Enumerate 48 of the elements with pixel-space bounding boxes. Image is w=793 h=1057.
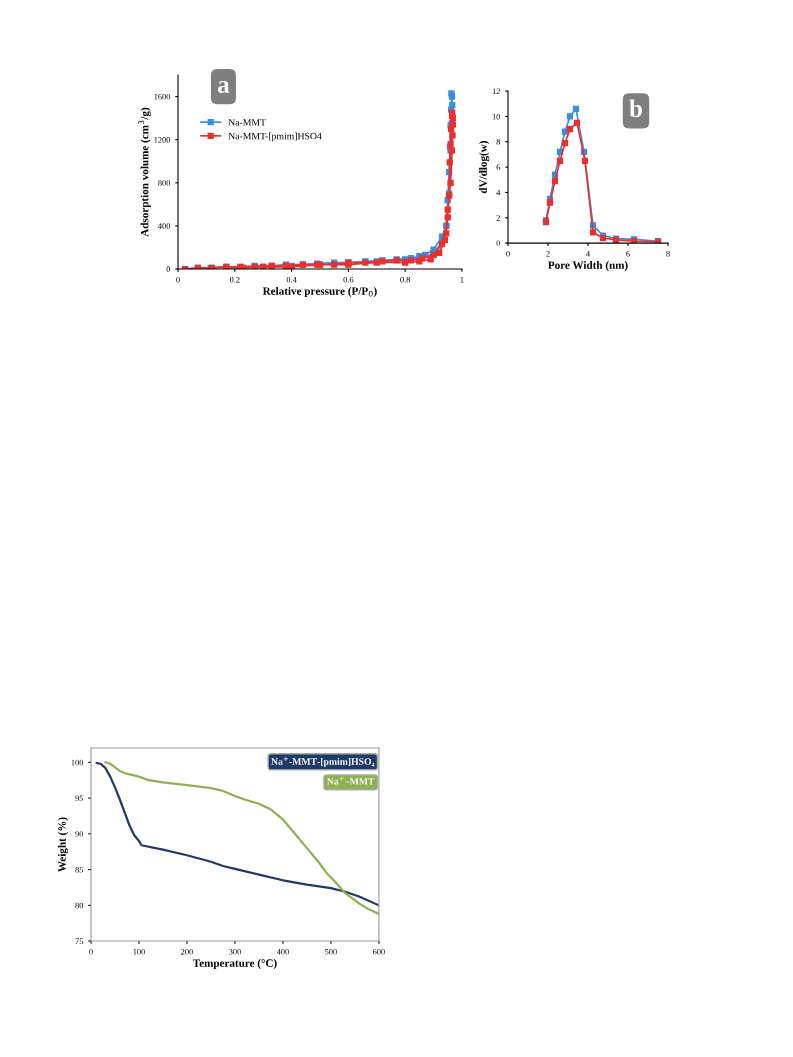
y-tick-label: 2 bbox=[496, 215, 500, 221]
legend-label: Na-MMT bbox=[228, 119, 266, 126]
y-tick-label: 1200 bbox=[154, 137, 171, 143]
annotation: a bbox=[218, 80, 230, 93]
x-tick-label: 500 bbox=[325, 948, 337, 955]
annotation: b bbox=[629, 99, 642, 118]
x-tick-label: 100 bbox=[133, 948, 145, 955]
x-tick-label: 4 bbox=[586, 251, 590, 257]
x-tick-label: 1 bbox=[460, 276, 464, 283]
y-tick-label: 6 bbox=[496, 164, 501, 171]
x-tick-label: 0.6 bbox=[343, 276, 354, 283]
y-axis-title: Adsorption volume (cm$^{3}$/g) bbox=[138, 107, 151, 237]
y-tick-label: 80 bbox=[75, 902, 84, 909]
x-tick-label: 300 bbox=[229, 948, 241, 955]
x-tick-label: 8 bbox=[666, 250, 670, 257]
x-axis-title: Relative pressure (P/P$_{0}$) bbox=[262, 286, 377, 298]
y-tick-label: 100 bbox=[71, 759, 84, 766]
x-tick-label: 400 bbox=[276, 948, 289, 955]
y-tick-label: 1600 bbox=[154, 93, 171, 100]
x-tick-label: 0.8 bbox=[400, 276, 411, 283]
x-tick-label: 0.2 bbox=[229, 276, 240, 283]
x-tick-label: 0 bbox=[89, 948, 93, 955]
y-tick-label: 90 bbox=[75, 831, 84, 837]
text: Na$^{+}$-MMT-[pmim]HSO₄ bbox=[271, 756, 375, 767]
y-tick-label: 800 bbox=[158, 180, 171, 186]
x-tick-label: 0 bbox=[176, 276, 180, 283]
y-axis-title: Weight (%) bbox=[57, 817, 69, 873]
x-tick-label: 0.4 bbox=[286, 276, 297, 283]
x-tick-label: 600 bbox=[373, 948, 385, 955]
y-tick-label: 8 bbox=[496, 139, 501, 145]
text: Na$^{+}$–MMT bbox=[327, 776, 375, 785]
y-tick-label: 0 bbox=[166, 266, 171, 272]
x-tick-label: 6 bbox=[626, 251, 630, 257]
y-tick-label: 0 bbox=[496, 240, 501, 247]
y-tick-label: 85 bbox=[75, 866, 84, 873]
x-axis-title: Pore Width (nm) bbox=[548, 261, 628, 272]
x-tick-label: 0 bbox=[506, 250, 510, 257]
y-axis-title: dV/dlog(w) bbox=[479, 141, 490, 194]
y-tick-label: 10 bbox=[492, 113, 501, 120]
y-tick-label: 12 bbox=[492, 88, 500, 94]
x-tick-label: 2 bbox=[546, 251, 550, 257]
x-axis-title: Temperature (°C) bbox=[192, 959, 277, 970]
legend-label: Na-MMT-[pmim]HSO4 bbox=[228, 132, 322, 142]
y-tick-label: 400 bbox=[158, 223, 171, 229]
y-tick-label: 75 bbox=[75, 938, 84, 945]
y-tick-label: 95 bbox=[75, 795, 84, 802]
y-tick-label: 4 bbox=[496, 189, 501, 196]
x-tick-label: 200 bbox=[181, 948, 193, 955]
